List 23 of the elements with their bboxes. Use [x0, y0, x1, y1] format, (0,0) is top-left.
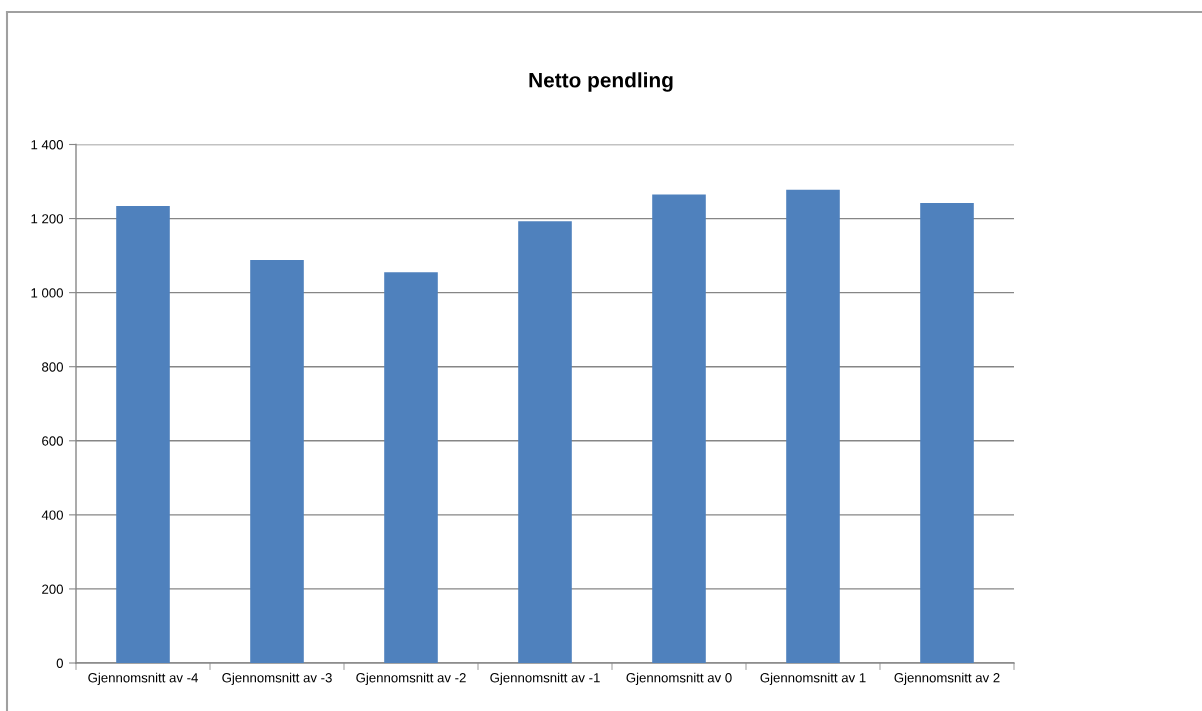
x-tick-label: Gjennomsnitt av -1	[490, 672, 600, 686]
x-tick-label: Gjennomsnitt av 1	[760, 672, 866, 686]
y-tick-label: 1 400	[31, 140, 63, 150]
bar	[116, 205, 170, 663]
y-tick-label: 1 000	[31, 288, 63, 298]
bar	[652, 194, 706, 663]
bar	[384, 272, 438, 663]
y-tick-label: 600	[42, 436, 63, 446]
y-tick-label: 200	[42, 584, 63, 594]
x-tick-label: Gjennomsnitt av -4	[88, 672, 198, 686]
x-tick-label: Gjennomsnitt av 0	[626, 672, 732, 686]
bar	[920, 203, 974, 663]
y-tick-label: 0	[56, 658, 63, 668]
y-tick-label: 800	[42, 362, 63, 372]
x-tick-label: Gjennomsnitt av 2	[894, 672, 1000, 686]
y-tick-label: 400	[41, 510, 63, 520]
y-tick-label: 1 200	[31, 214, 63, 224]
x-tick-label: Gjennomsnitt av -3	[222, 672, 332, 686]
chart-title: Netto pendling	[529, 72, 673, 92]
bar	[786, 189, 840, 663]
x-tick-label: Gjennomsnitt av -2	[356, 672, 466, 686]
bar	[518, 221, 572, 663]
bar	[250, 260, 304, 663]
